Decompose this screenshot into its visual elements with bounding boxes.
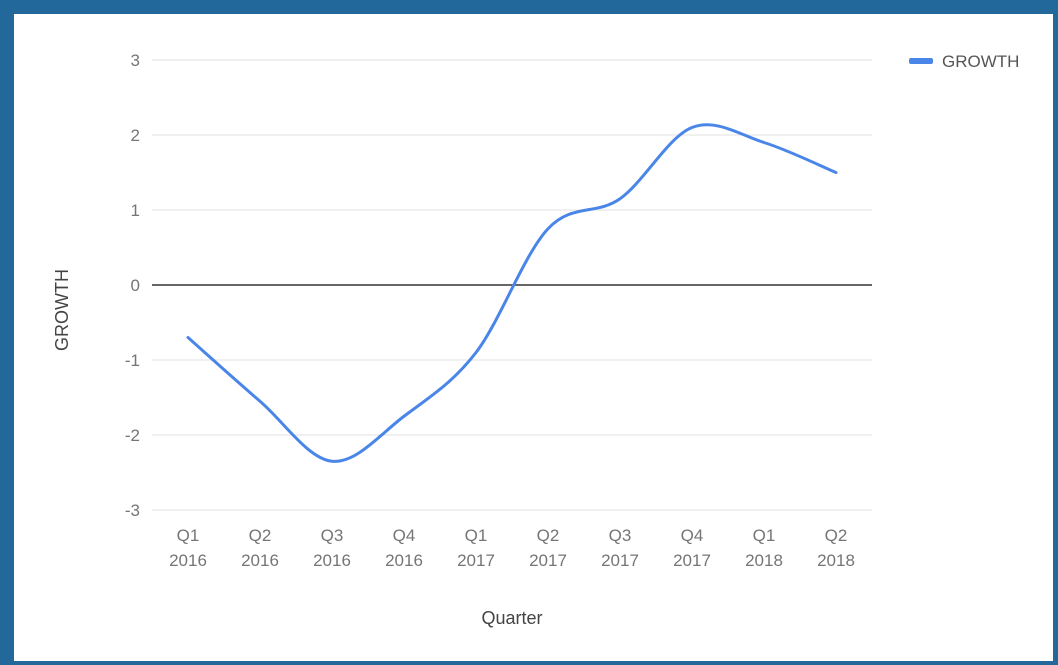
x-tick-label: Q3 2016 — [313, 526, 351, 570]
data-point — [618, 197, 622, 201]
y-tick-label: -3 — [125, 501, 140, 520]
y-tick-label: 2 — [131, 126, 140, 145]
legend-label-growth: GROWTH — [942, 52, 1019, 71]
x-tick-label: Q2 2017 — [529, 526, 567, 570]
y-tick-label: -2 — [125, 426, 140, 445]
x-tick-label: Q1 2017 — [457, 526, 495, 570]
data-points — [186, 126, 838, 464]
y-tick-label: 1 — [131, 201, 140, 220]
x-axis-title: Quarter — [481, 608, 542, 628]
legend: GROWTH — [909, 52, 1019, 71]
data-point — [474, 351, 478, 355]
data-point — [690, 126, 694, 130]
x-tick-label: Q3 2017 — [601, 526, 639, 570]
data-point — [762, 141, 766, 145]
y-tick-label: -1 — [125, 351, 140, 370]
x-tick-label: Q4 2017 — [673, 526, 711, 570]
y-axis-title: GROWTH — [52, 269, 72, 351]
gridlines — [152, 59, 872, 511]
x-tick-label: Q2 2016 — [241, 526, 279, 570]
data-point — [186, 336, 190, 340]
data-point — [546, 227, 550, 231]
x-tick-label: Q4 2016 — [385, 526, 423, 570]
y-tick-label: 0 — [131, 276, 140, 295]
series-line-growth — [186, 123, 838, 463]
y-axis-tick-labels: 3 2 1 0 -1 -2 -3 — [125, 51, 140, 520]
legend-swatch-growth — [909, 58, 933, 64]
y-tick-label: 3 — [131, 51, 140, 70]
x-tick-label: Q1 2016 — [169, 526, 207, 570]
data-point — [834, 171, 838, 175]
x-axis-tick-labels: Q1 2016 Q2 2016 Q3 2016 Q4 2016 Q1 2017 Q2 2017 Q3 20… — [169, 526, 855, 570]
data-point — [258, 399, 262, 403]
data-point — [402, 414, 406, 418]
data-point — [330, 459, 334, 463]
x-tick-label: Q2 2018 — [817, 526, 855, 570]
x-tick-label: Q1 2018 — [745, 526, 783, 570]
